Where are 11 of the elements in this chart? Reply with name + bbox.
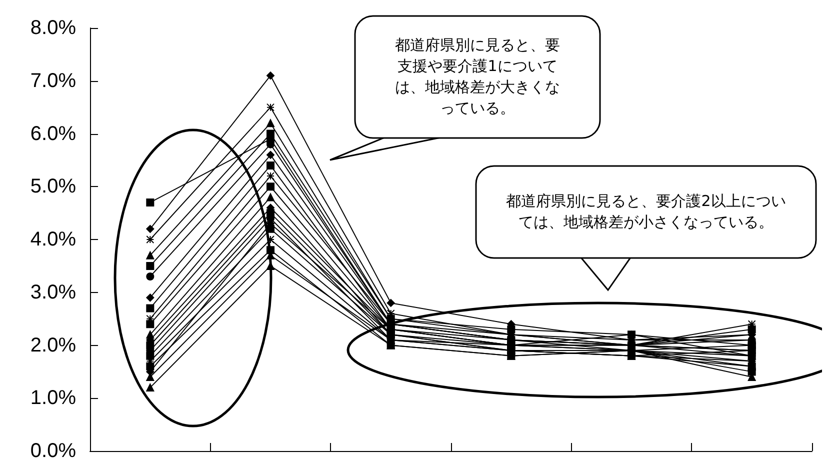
y-tick-label: 2.0% — [30, 334, 76, 356]
y-tick-label: 4.0% — [30, 228, 76, 250]
y-tick-label: 5.0% — [30, 176, 76, 198]
y-tick-label: 7.0% — [30, 70, 76, 92]
y-tick-label: 1.0% — [30, 387, 76, 410]
annotation: 都道府県別に見ると、要介護2以上については、地域格差が小さくなっている。 — [505, 191, 787, 233]
y-tick-label: 6.0% — [30, 122, 76, 145]
annotation: 都道府県別に見ると、要支援や要介護1については、地域格差が大きくなっている。 — [394, 35, 561, 119]
y-tick-label: 3.0% — [30, 281, 76, 304]
y-tick-label: 8.0% — [30, 17, 76, 39]
y-tick-label: 0.0% — [30, 440, 76, 462]
